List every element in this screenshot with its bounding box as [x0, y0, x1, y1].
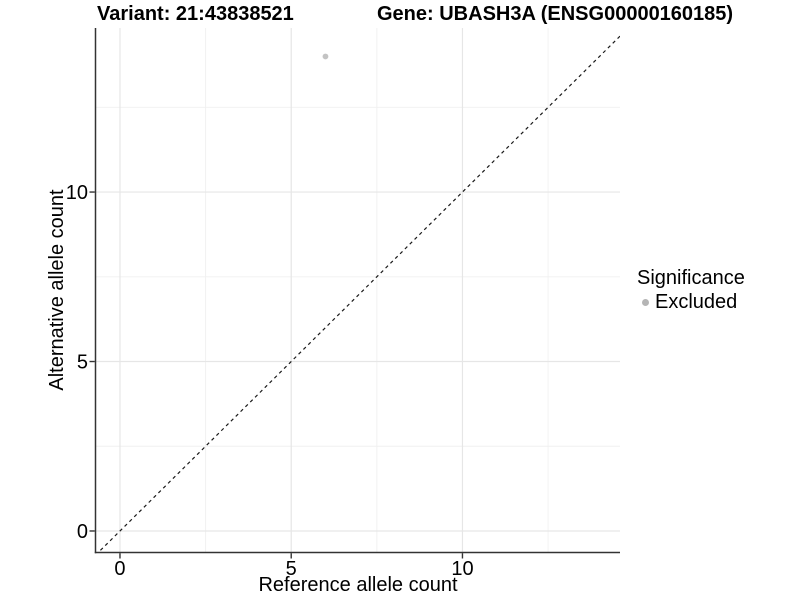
legend: Significance Excluded	[637, 267, 745, 315]
legend-item-label: Excluded	[655, 291, 738, 313]
x-tick-label: 5	[286, 558, 297, 580]
x-tick-label: 0	[114, 558, 125, 580]
x-axis-title: Reference allele count	[258, 574, 458, 596]
y-tick-label: 10	[66, 182, 88, 204]
legend-point-marker-icon	[642, 299, 649, 306]
legend-title: Significance	[637, 267, 745, 289]
data-point	[322, 53, 329, 60]
plot-title-gene: Gene: UBASH3A (ENSG00000160185)	[377, 3, 734, 25]
y-axis-title: Alternative allele count	[46, 189, 68, 391]
y-tick-label: 0	[77, 521, 88, 543]
x-tick-label: 10	[451, 558, 473, 580]
plot-title-variant: Variant: 21:43838521	[97, 3, 294, 25]
identity-dashed-line	[97, 35, 620, 552]
y-tick-label: 5	[77, 352, 88, 374]
legend-item-excluded: Excluded	[637, 290, 745, 315]
